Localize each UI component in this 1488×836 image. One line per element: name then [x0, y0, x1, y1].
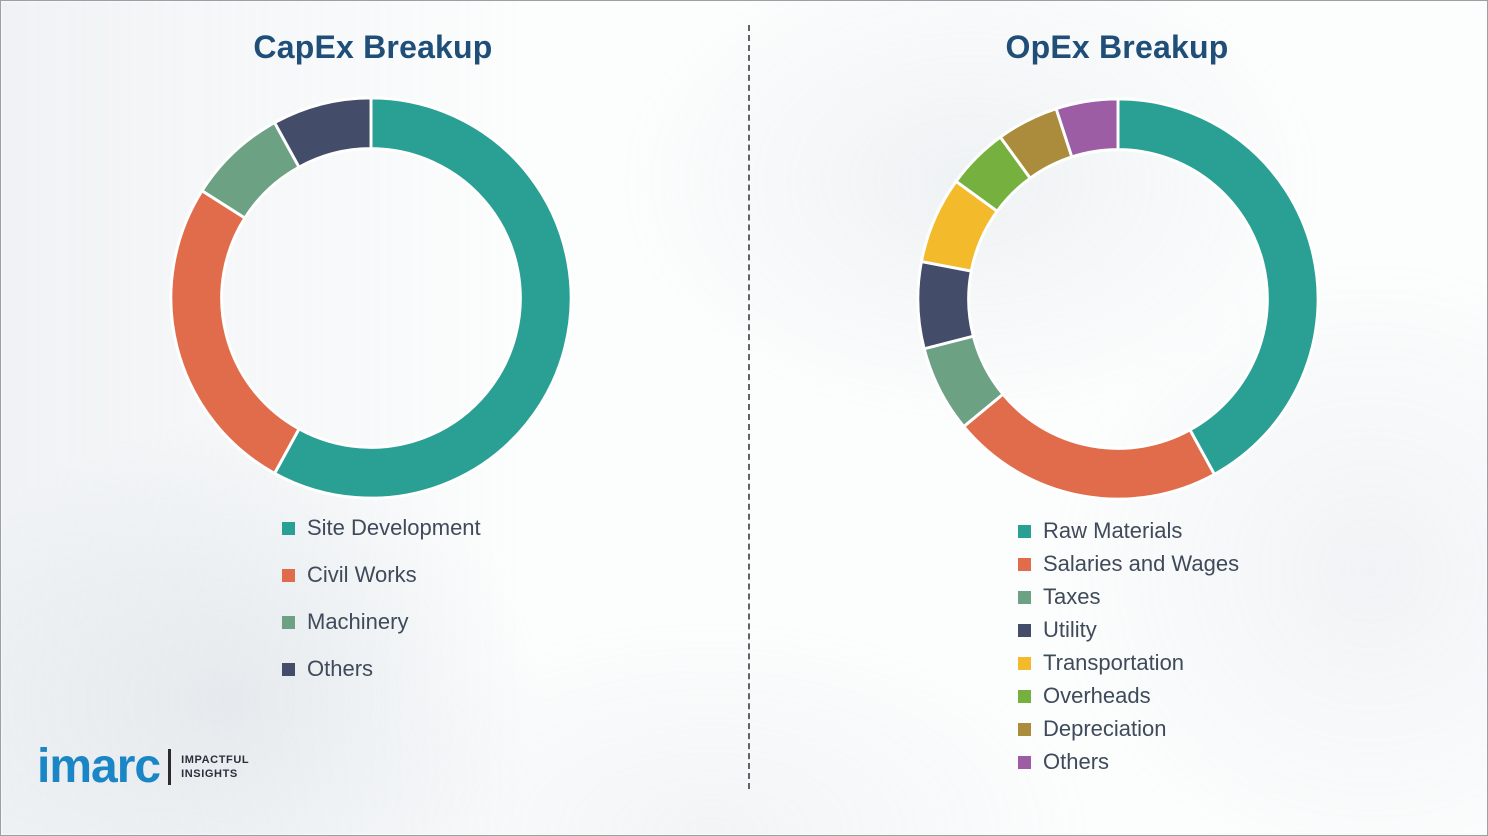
legend-item-taxes: Taxes: [1018, 584, 1239, 610]
donut-segment-others: [1054, 97, 1120, 159]
logo-tagline-line1: IMPACTFUL: [181, 753, 250, 766]
legend-swatch: [1018, 656, 1031, 670]
capex-donut-chart: [166, 93, 576, 503]
legend-swatch: [282, 615, 295, 629]
legend-label: Salaries and Wages: [1043, 551, 1240, 576]
donut-segment-salaries-and-wages: [961, 392, 1217, 501]
capex-chart-title: CapEx Breakup: [253, 29, 493, 65]
legend-swatch: [282, 568, 295, 582]
logo-tagline-line2: INSIGHTS: [181, 768, 238, 780]
opex-legend: Raw Materials Salaries and Wages Taxes Util…: [1018, 518, 1239, 782]
legend-item-raw-materials: Raw Materials: [1018, 518, 1239, 544]
donut-segment-others: [272, 96, 373, 170]
legend-item-salaries-and-wages: Salaries and Wages: [1018, 551, 1239, 577]
legend-swatch: [1018, 689, 1031, 703]
imarc-logo: imarc IMPACTFUL INSIGHTS: [37, 743, 249, 791]
legend-label: Taxes: [1043, 584, 1101, 609]
legend-swatch: [1018, 623, 1031, 637]
legend-item-overheads: Overheads: [1018, 683, 1239, 709]
logo-tagline: IMPACTFUL INSIGHTS: [181, 753, 249, 782]
legend-item-others: Others: [282, 656, 481, 682]
opex-donut-svg: [916, 97, 1320, 501]
legend-item-others: Others: [1018, 749, 1239, 775]
legend-swatch: [1018, 524, 1031, 538]
legend-label: Depreciation: [1043, 716, 1167, 741]
legend-swatch: [1018, 557, 1031, 571]
capex-donut-svg: [169, 96, 573, 500]
legend-label: Machinery: [307, 609, 409, 634]
legend-swatch: [282, 662, 295, 676]
opex-chart-title: OpEx Breakup: [1005, 29, 1229, 65]
legend-swatch: [1018, 722, 1031, 736]
donut-segment-raw-materials: [1116, 97, 1320, 477]
imarc-logo-wordmark: imarc: [37, 740, 161, 793]
vertical-dashed-divider: [748, 25, 750, 789]
legend-item-civil-works: Civil Works: [282, 562, 481, 588]
donut-segment-civil-works: [169, 188, 302, 476]
opex-donut-chart: [913, 94, 1323, 504]
legend-item-utility: Utility: [1018, 617, 1239, 643]
legend-item-depreciation: Depreciation: [1018, 716, 1239, 742]
donut-segment-utility: [916, 259, 976, 351]
legend-item-transportation: Transportation: [1018, 650, 1239, 676]
legend-label: Others: [1043, 749, 1110, 774]
legend-swatch: [1018, 755, 1031, 769]
legend-label: Utility: [1043, 617, 1097, 642]
legend-label: Transportation: [1043, 650, 1185, 675]
legend-swatch: [1018, 590, 1031, 604]
legend-swatch: [282, 521, 295, 535]
legend-label: Civil Works: [307, 562, 417, 587]
legend-item-machinery: Machinery: [282, 609, 481, 635]
legend-item-site-development: Site Development: [282, 515, 481, 541]
capex-legend: Site Development Civil Works Machinery Othe…: [282, 515, 481, 703]
legend-label: Raw Materials: [1043, 518, 1183, 543]
donut-segment-site-development: [272, 96, 573, 500]
legend-label: Overheads: [1043, 683, 1151, 708]
legend-label: Site Development: [307, 515, 481, 540]
logo-divider-bar: [168, 749, 172, 785]
legend-label: Others: [307, 656, 374, 681]
